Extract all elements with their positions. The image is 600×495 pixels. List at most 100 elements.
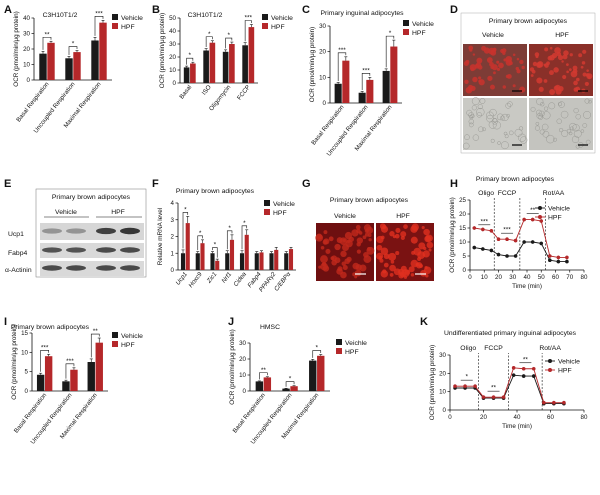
cell-outline [468, 112, 474, 118]
data-point-hpf [542, 400, 546, 405]
x-tick-label: 50 [538, 274, 545, 281]
y-tick-label: 10 [169, 67, 176, 74]
y-axis-label: OCR (pmol/min/μg protein) [309, 27, 316, 102]
panel-title-B: C3H10T1/2 [188, 12, 223, 19]
fluorescent-cell [390, 260, 395, 264]
y-axis-label: OCR (pmol/min/μg protein) [229, 329, 236, 404]
legend-label: Vehicle [271, 15, 293, 22]
significance-label: * [184, 206, 187, 213]
significance-label: *** [95, 10, 103, 17]
significance-label: * [214, 242, 217, 249]
y-tick-label: 0 [171, 267, 175, 274]
lipid-droplet [538, 86, 544, 92]
cell-outline [542, 111, 551, 120]
lipid-droplet [585, 73, 590, 77]
fluorescent-cell [392, 235, 396, 239]
cell-outline [470, 114, 475, 119]
lipid-droplet [543, 63, 547, 67]
y-tick-label: 0 [463, 267, 467, 274]
lipid-droplet [563, 50, 569, 56]
fluorescent-cell [340, 250, 347, 258]
panel-label-A: A [4, 4, 12, 16]
blot-strip [40, 223, 144, 240]
data-point-vehicle [521, 374, 526, 378]
lipid-droplet [521, 65, 525, 70]
panel-label-D: D [450, 4, 458, 16]
cell-outline [583, 111, 592, 119]
blot-band [42, 228, 62, 234]
cell-outline [477, 104, 483, 110]
fluorescent-cell [323, 238, 330, 245]
lipid-droplet [470, 66, 475, 72]
x-tick-label: 80 [581, 414, 588, 421]
y-axis-label: Relative mRNA level [157, 208, 164, 265]
lipid-droplet [536, 77, 543, 84]
cell-outline [582, 123, 588, 128]
lipid-droplet [556, 51, 562, 57]
bar-vehicle [222, 51, 229, 83]
lipid-droplet [562, 74, 567, 80]
lipid-droplet [519, 59, 524, 65]
fluorescent-cell [320, 262, 328, 271]
data-point-hpf [552, 400, 556, 405]
fluorescent-cell [367, 233, 372, 238]
fluorescent-cell [400, 265, 407, 272]
significance-bracket [197, 235, 203, 251]
panel-label-G: G [302, 178, 311, 190]
significance-label: *** [503, 227, 511, 234]
data-point-vehicle [489, 248, 494, 253]
lipid-droplet [530, 74, 534, 77]
blot-band [42, 247, 62, 253]
data-point-hpf [556, 255, 561, 260]
bar-hpf [73, 52, 81, 80]
bar-hpf [229, 239, 235, 270]
significance-label: * [199, 230, 202, 237]
lipid-droplet [470, 85, 476, 92]
bar-hpf [229, 44, 235, 83]
panel-G-images: Primary brown adipocytes Vehicle HPF [315, 197, 434, 281]
significance-label: * [315, 345, 318, 352]
significance-bracket [90, 333, 100, 358]
cell-outline [534, 125, 541, 131]
bar-hpf [95, 342, 103, 391]
y-tick-label: 50 [169, 15, 176, 22]
legend-swatch [264, 209, 270, 215]
lipid-droplet [476, 57, 483, 64]
fluorescent-cell [415, 262, 420, 267]
blot-band [96, 227, 116, 235]
panel-G-col-hpf: HPF [396, 213, 410, 220]
cell-outline [573, 107, 579, 114]
lipid-droplet [498, 62, 504, 69]
data-point-hpf [481, 227, 485, 232]
significance-bracket [259, 372, 268, 380]
cell-outline [464, 134, 470, 140]
bar-vehicle [254, 253, 259, 270]
y-tick-label: 20 [319, 49, 326, 56]
fluorescent-cell [352, 272, 357, 277]
lipid-droplet [475, 62, 482, 68]
significance-label: * [243, 220, 246, 227]
significance-bracket [312, 350, 322, 358]
significance-label: * [389, 30, 392, 37]
blot-col-vehicle: Vehicle [55, 209, 77, 216]
y-tick-label: 0 [25, 388, 29, 395]
brightfield-hpf-image [529, 98, 593, 150]
y-axis-label: OCR (pmol/min/μg protein) [11, 324, 18, 399]
bar-hpf [215, 260, 220, 270]
category-label: Basal [178, 84, 193, 101]
bar-hpf [209, 42, 216, 83]
y-tick-label: 0 [27, 77, 31, 84]
significance-bracket [40, 349, 49, 372]
fluorescent-cell [408, 266, 415, 273]
cell-outline [575, 113, 581, 120]
lipid-droplet [546, 61, 550, 66]
cell-outline [477, 126, 484, 133]
cell-outline [508, 130, 514, 136]
cell-outline [505, 102, 512, 109]
bar-vehicle [242, 45, 248, 83]
legend-swatch [336, 348, 342, 354]
bar-vehicle [282, 388, 290, 391]
